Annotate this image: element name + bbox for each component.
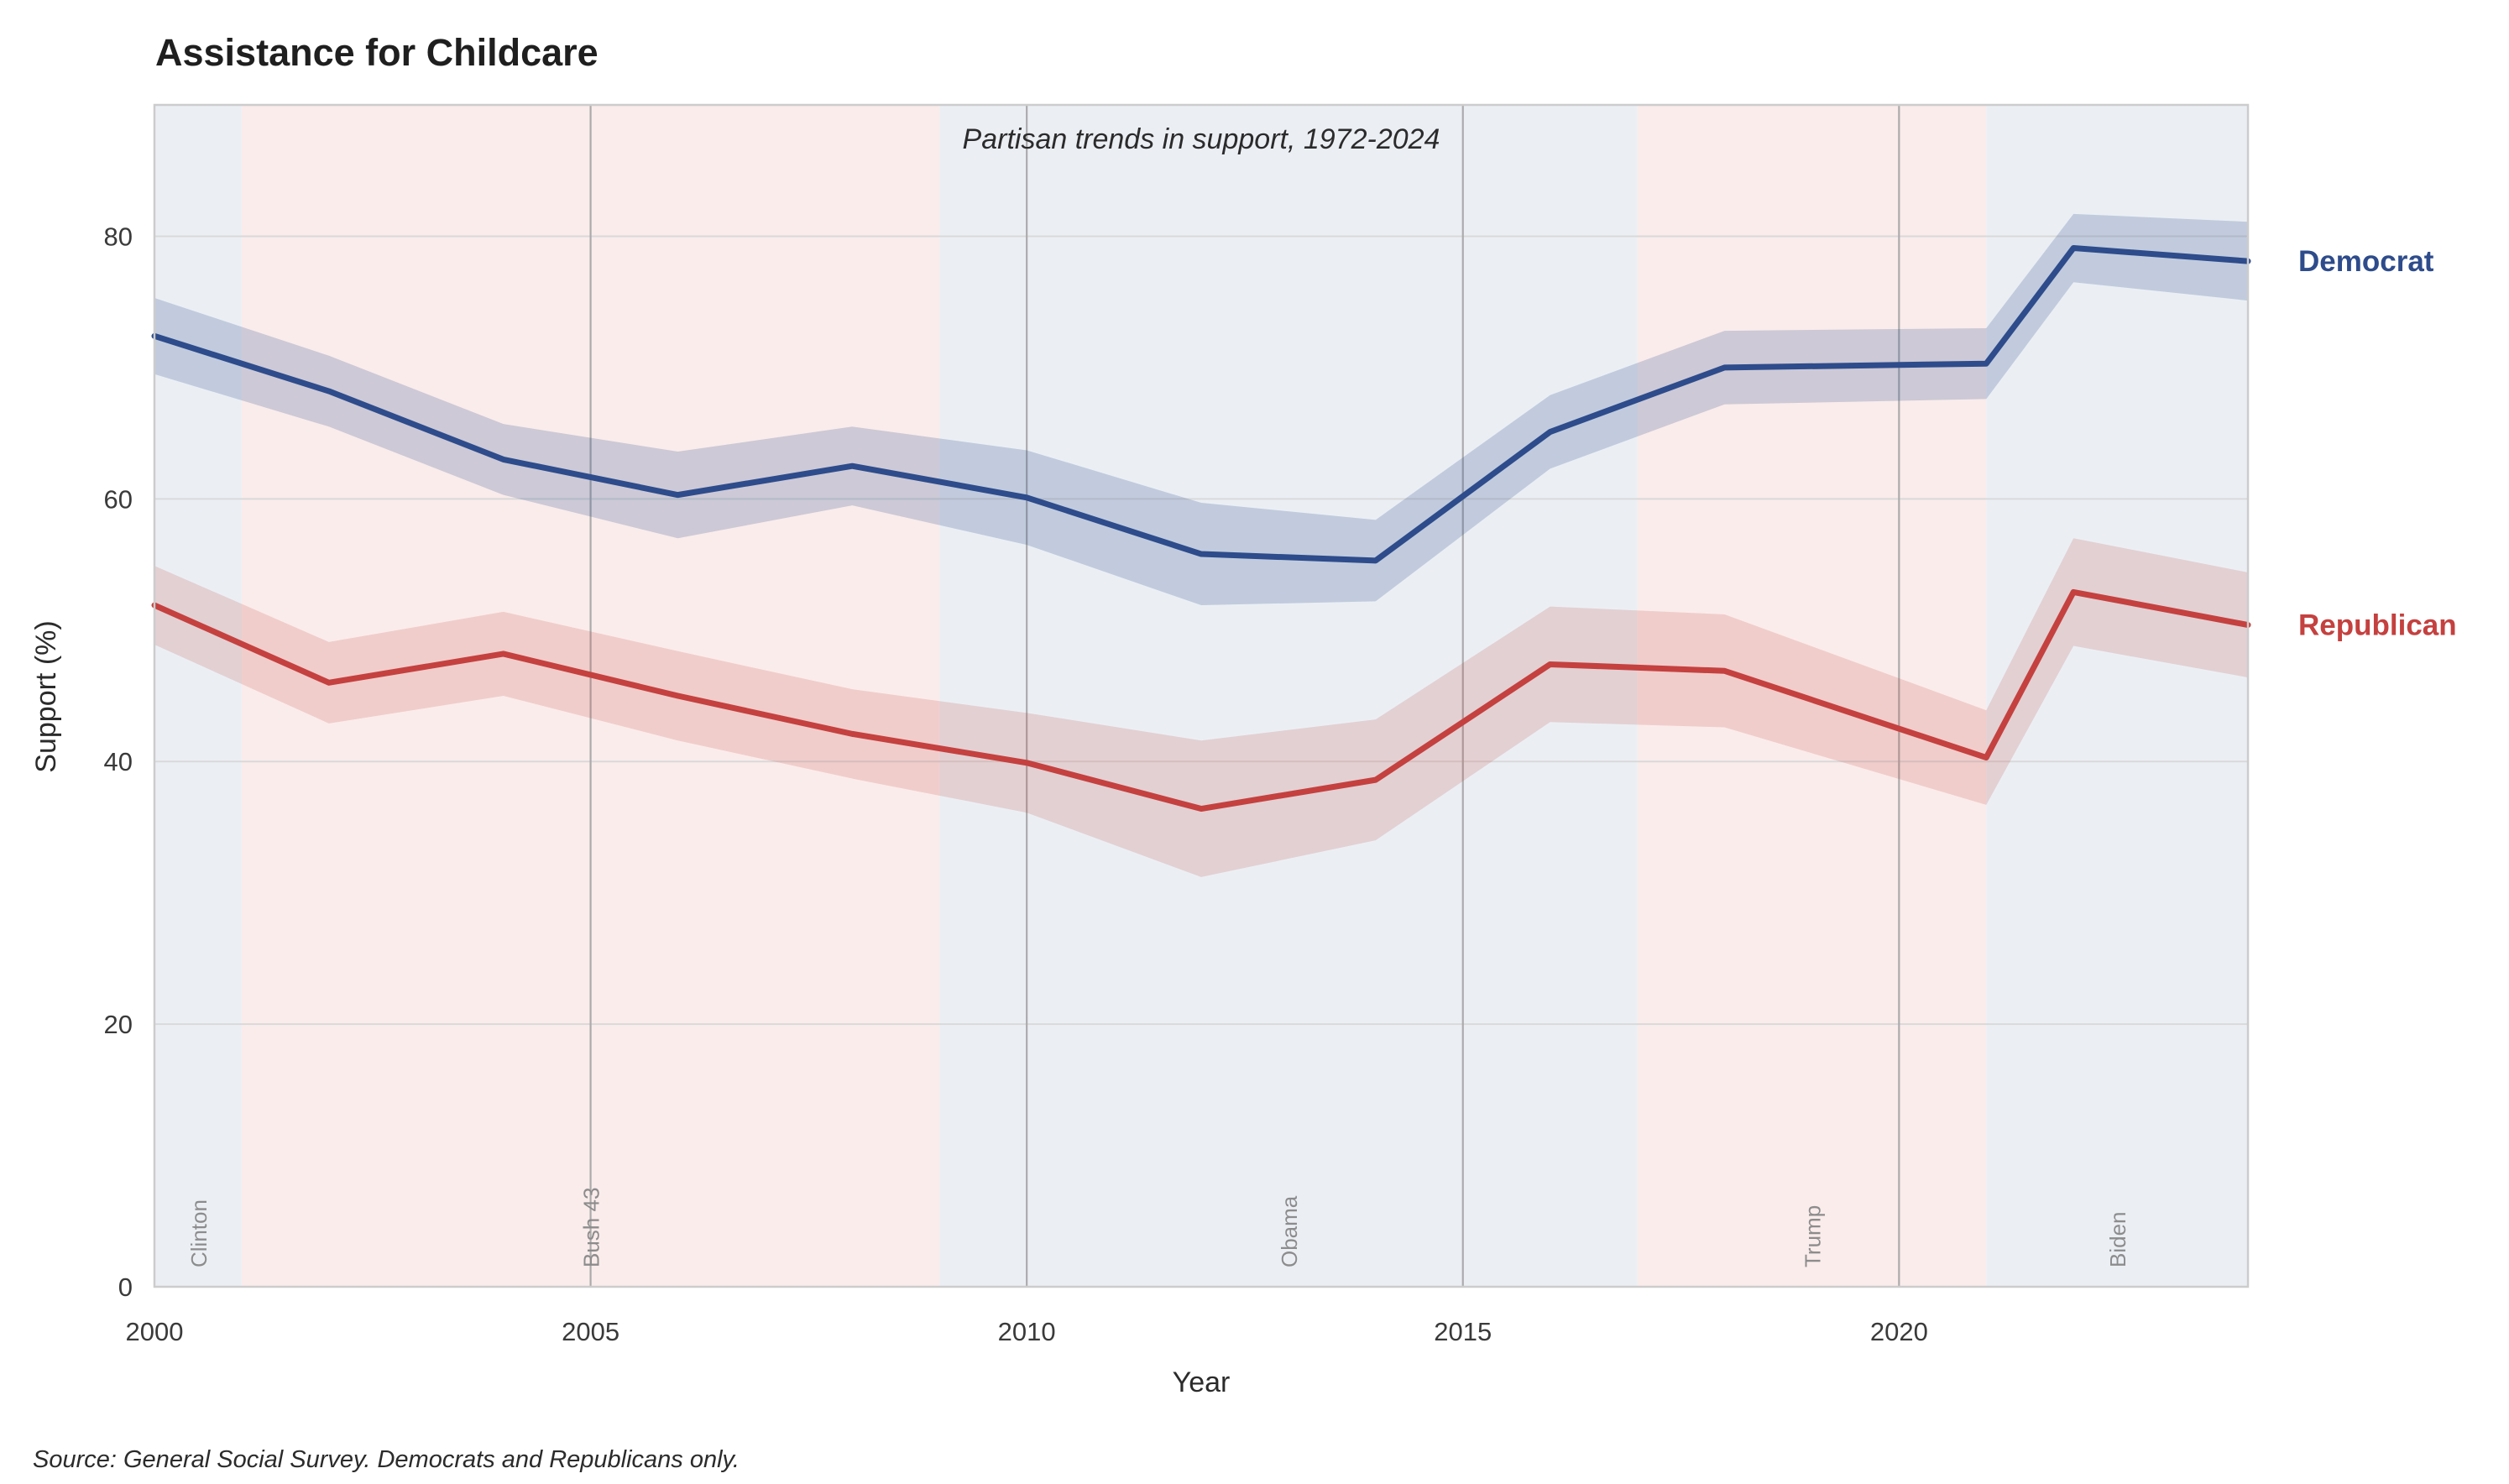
gridlines-layer xyxy=(154,105,2248,1287)
trend-lines-layer xyxy=(151,245,2251,813)
x-tick-label-2010: 2010 xyxy=(998,1317,1056,1346)
trend-line-republican xyxy=(151,588,2251,813)
series-labels-layer: Democrat Republican xyxy=(2298,245,2457,641)
era-label-biden: Biden xyxy=(2105,1212,2130,1268)
era-label-trump: Trump xyxy=(1800,1205,1825,1267)
trend-line-democrat xyxy=(151,245,2251,564)
x-tick-label-2000: 2000 xyxy=(126,1317,184,1346)
ci-band-democrat xyxy=(154,213,2248,606)
tick-labels-layer: 2000 2005 2010 2015 2020 0 20 40 60 80 xyxy=(104,222,1928,1346)
y-tick-label-0: 0 xyxy=(118,1272,133,1302)
x-tick-label-2005: 2005 xyxy=(562,1317,619,1346)
series-label-republican: Republican xyxy=(2298,609,2457,642)
chart-title: Assistance for Childcare xyxy=(155,31,599,74)
y-tick-label-20: 20 xyxy=(104,1010,133,1039)
era-label-obama: Obama xyxy=(1277,1195,1302,1267)
confidence-bands-layer xyxy=(154,213,2248,877)
y-tick-label-60: 60 xyxy=(104,484,133,514)
era-band-obama xyxy=(939,105,1638,1287)
era-band-trump xyxy=(1637,105,1987,1287)
x-tick-label-2015: 2015 xyxy=(1434,1317,1492,1346)
y-tick-label-80: 80 xyxy=(104,222,133,251)
era-labels-layer: Clinton Bush 43 Obama Trump Biden xyxy=(186,1188,2130,1267)
y-tick-label-40: 40 xyxy=(104,747,133,776)
plot-border xyxy=(153,103,2250,1288)
chart-subtitle: Partisan trends in support, 1972-2024 xyxy=(963,123,1440,155)
source-note: Source: General Social Survey. Democrats… xyxy=(33,1446,740,1473)
era-label-clinton: Clinton xyxy=(186,1199,212,1267)
ci-band-republican xyxy=(154,538,2248,877)
x-tick-label-2020: 2020 xyxy=(1870,1317,1928,1346)
y-axis-label: Support (%) xyxy=(30,620,62,772)
x-axis-label: Year xyxy=(1173,1366,1231,1398)
series-label-democrat: Democrat xyxy=(2298,245,2434,278)
era-label-bush-43: Bush 43 xyxy=(579,1188,604,1267)
era-band-clinton xyxy=(154,105,242,1287)
